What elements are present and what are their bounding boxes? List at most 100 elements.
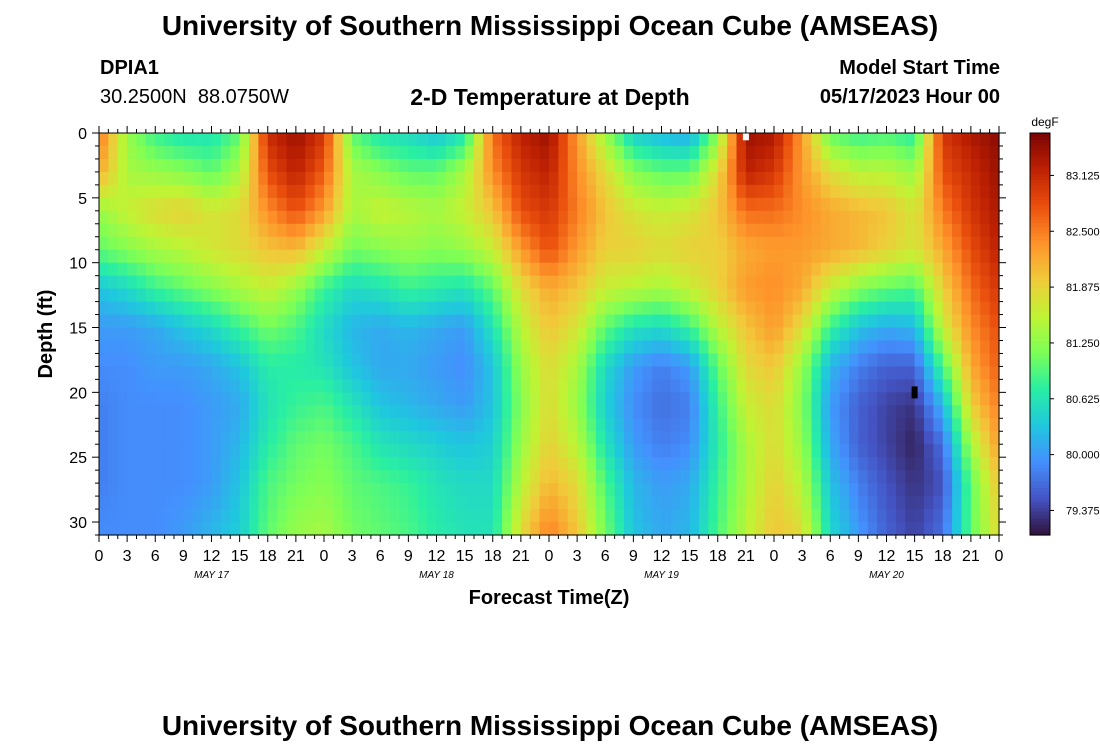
day-label: MAY 19	[644, 570, 679, 581]
heatmap-cell	[389, 133, 400, 147]
colorbar-segment	[1030, 424, 1050, 429]
heatmap-cell	[342, 314, 353, 329]
heatmap-cell	[286, 314, 297, 329]
heatmap-cell	[886, 275, 897, 290]
heatmap-cell	[989, 327, 1000, 342]
heatmap-cell	[652, 197, 663, 212]
heatmap-cell	[670, 509, 681, 523]
heatmap-cell	[127, 509, 138, 523]
heatmap-cell	[633, 314, 644, 329]
heatmap-cell	[980, 392, 991, 406]
heatmap-cell	[361, 184, 372, 199]
heatmap-cell	[99, 158, 109, 173]
heatmap-cell	[277, 262, 288, 277]
heatmap-cell	[352, 340, 363, 355]
heatmap-cell	[464, 249, 475, 264]
heatmap-cell	[670, 457, 681, 471]
heatmap-cell	[117, 262, 128, 277]
heatmap-cell	[586, 327, 597, 342]
heatmap-cell	[192, 301, 203, 316]
heatmap-cell	[295, 522, 306, 536]
heatmap-cell	[220, 301, 231, 316]
heatmap-cell	[164, 522, 175, 536]
heatmap-cell	[820, 210, 831, 225]
colorbar-segment	[1030, 411, 1050, 415]
heatmap-cell	[258, 184, 269, 199]
heatmap-cell	[502, 275, 513, 290]
heatmap-cell	[802, 353, 813, 368]
heatmap-cell	[577, 327, 588, 342]
heatmap-cell	[277, 327, 288, 342]
heatmap-cell	[783, 262, 794, 277]
heatmap-cell	[764, 314, 775, 329]
heatmap-cell	[436, 496, 447, 510]
heatmap-cell	[661, 145, 672, 160]
y-tick-label: 0	[78, 126, 87, 143]
heatmap-cell	[661, 236, 672, 251]
heatmap-cell	[717, 236, 728, 251]
heatmap-cell	[324, 340, 334, 355]
heatmap-cell	[389, 197, 400, 212]
heatmap-cell	[530, 483, 541, 497]
heatmap-cell	[530, 262, 541, 277]
heatmap-cell	[652, 444, 663, 458]
heatmap-cell	[708, 431, 719, 445]
x-tick-label: 3	[798, 548, 807, 565]
heatmap-cell	[295, 353, 306, 368]
heatmap-cell	[417, 262, 428, 277]
heatmap-cell	[145, 366, 156, 380]
heatmap-cell	[530, 496, 541, 510]
heatmap-cell	[764, 418, 775, 432]
heatmap-cell	[99, 288, 109, 303]
heatmap-cell	[877, 223, 888, 238]
heatmap-cell	[155, 275, 166, 290]
heatmap-cell	[577, 236, 588, 251]
heatmap-cell	[520, 483, 531, 497]
heatmap-cell	[886, 496, 897, 510]
heatmap-cell	[811, 133, 822, 147]
heatmap-cell	[670, 223, 681, 238]
colorbar-segment	[1030, 176, 1050, 181]
heatmap-cell	[239, 133, 250, 147]
heatmap-cell	[520, 457, 531, 471]
heatmap-cell	[520, 197, 531, 212]
heatmap-cell	[230, 249, 241, 264]
heatmap-cell	[286, 431, 297, 445]
heatmap-cell	[586, 223, 597, 238]
heatmap-cell	[202, 405, 213, 419]
heatmap-cell	[483, 353, 494, 368]
heatmap-cell	[483, 483, 494, 497]
heatmap-cell	[380, 483, 391, 497]
heatmap-cell	[811, 392, 822, 406]
heatmap-cell	[361, 444, 372, 458]
heatmap-cell	[483, 288, 494, 303]
heatmap-cell	[764, 457, 775, 471]
heatmap-cell	[549, 418, 559, 432]
heatmap-cell	[99, 509, 109, 523]
heatmap-cell	[455, 223, 466, 238]
heatmap-cell	[361, 249, 372, 264]
heatmap-cell	[624, 444, 634, 458]
heatmap-cell	[389, 340, 400, 355]
heatmap-cell	[286, 405, 297, 419]
heatmap-cell	[624, 275, 634, 290]
heatmap-cell	[342, 431, 353, 445]
heatmap-cell	[736, 379, 747, 393]
heatmap-cell	[520, 379, 531, 393]
heatmap-cell	[811, 418, 822, 432]
heatmap-cell	[483, 431, 494, 445]
heatmap-cell	[877, 340, 888, 355]
heatmap-cell	[267, 133, 278, 147]
heatmap-cell	[511, 392, 522, 406]
heatmap-cell	[502, 392, 513, 406]
heatmap-cell	[633, 483, 644, 497]
heatmap-cell	[764, 392, 775, 406]
heatmap-cell	[286, 392, 297, 406]
heatmap-cell	[455, 236, 466, 251]
heatmap-cell	[764, 327, 775, 342]
heatmap-cell	[802, 236, 813, 251]
heatmap-cell	[867, 197, 878, 212]
heatmap-cell	[699, 327, 709, 342]
heatmap-cell	[558, 133, 569, 147]
